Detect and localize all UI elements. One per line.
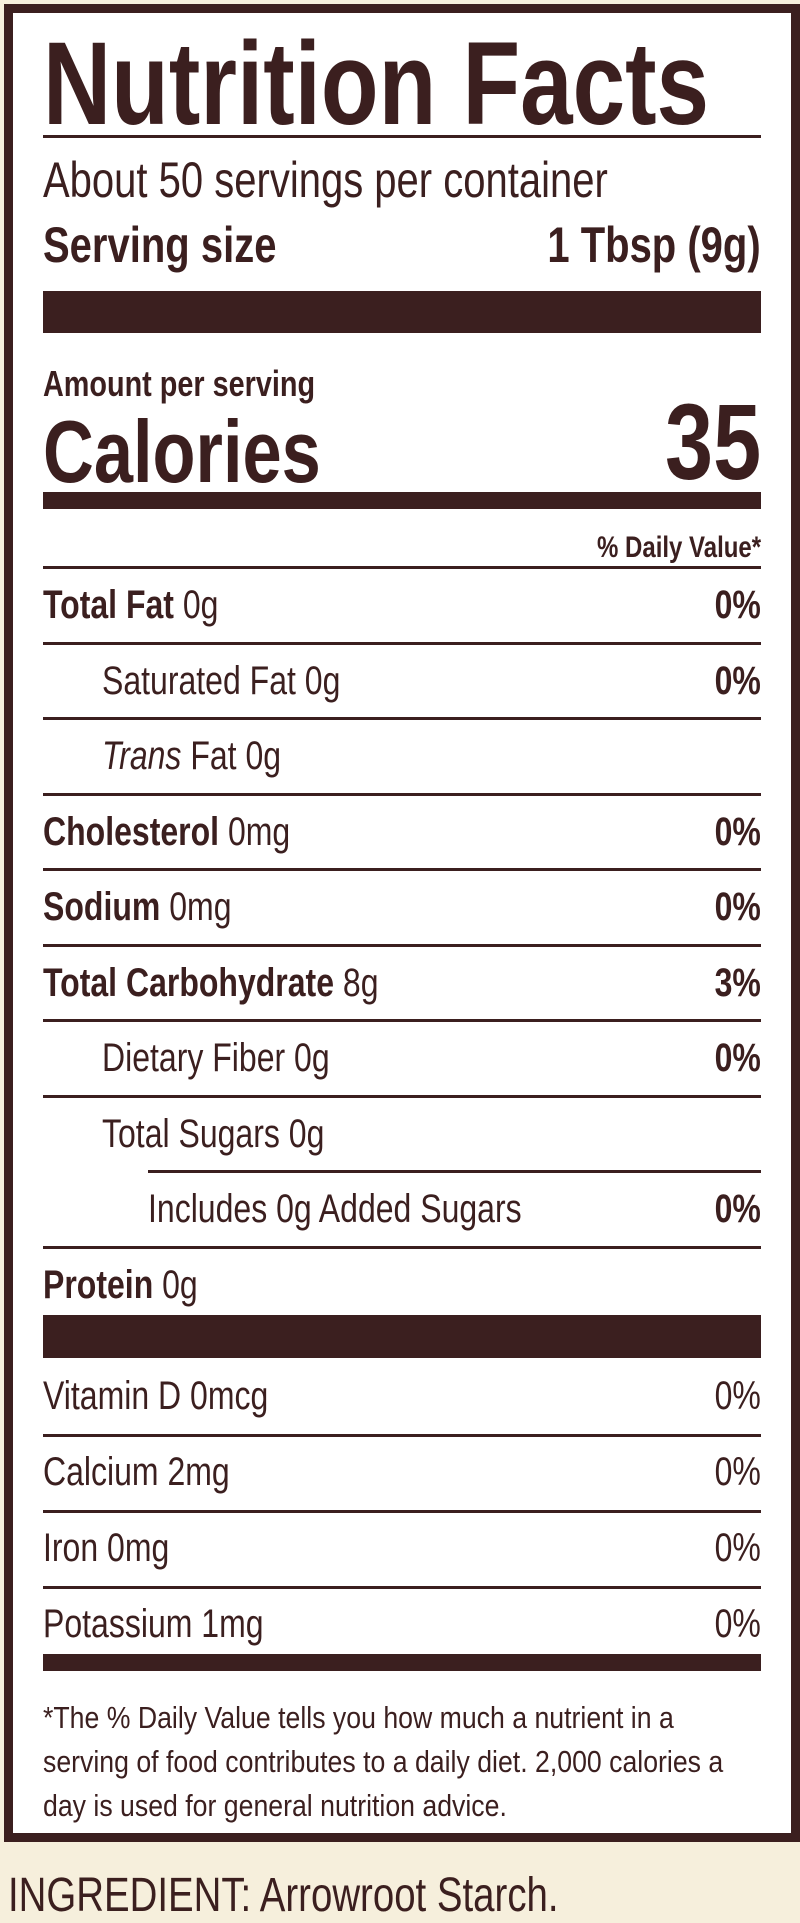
serving-size-row: Serving size 1 Tbsp (9g) [43, 216, 761, 274]
calories-row: Calories 35 [43, 388, 761, 496]
vitamin-dv: 0% [714, 1602, 761, 1646]
medium-divider [43, 492, 761, 509]
nutrition-facts-panel: Nutrition Facts About 50 servings per co… [4, 4, 800, 1842]
nutrient-row: Total Sugars 0g [43, 1097, 761, 1172]
vitamin-dv: 0% [714, 1374, 761, 1418]
nutrient-dv: 0% [714, 658, 761, 703]
nutrient-row: Protein 0g [43, 1248, 761, 1323]
nutrient-name: Sodium [43, 885, 161, 929]
amount-per-serving: Amount per serving [43, 363, 316, 404]
vitamin-name: Vitamin D 0mcg [43, 1374, 269, 1418]
divider [43, 566, 761, 569]
divider [43, 1510, 761, 1513]
divider [43, 135, 761, 138]
footnote: *The % Daily Value tells you how much a … [43, 1700, 724, 1823]
divider [43, 943, 761, 947]
serving-size-label: Serving size [43, 217, 277, 273]
nutrient-amount: 0g [162, 1262, 198, 1307]
nutrient-amount: 8g [342, 960, 379, 1005]
thick-divider [43, 291, 761, 333]
nutrient-dv: 0% [714, 809, 761, 854]
nutrient-name: Protein [43, 1262, 154, 1307]
medium-divider [43, 1654, 761, 1671]
calories-value: 35 [664, 381, 761, 502]
vitamin-row: Potassium 1mg 0% [43, 1587, 761, 1662]
panel-title: Nutrition Facts [43, 18, 710, 150]
nutrient-row: Cholesterol 0mg 0% [43, 795, 761, 870]
nutrient-dv: 0% [714, 885, 761, 929]
nutrient-row: Total Carbohydrate 8g 3% [43, 946, 761, 1021]
divider [43, 1245, 761, 1249]
nutrient-row: Sodium 0mg 0% [43, 870, 761, 945]
vitamin-dv: 0% [714, 1526, 761, 1570]
vitamin-name: Potassium 1mg [43, 1602, 264, 1646]
nutrient-name: Total Carbohydrate [43, 960, 334, 1005]
vitamin-row: Calcium 2mg 0% [43, 1435, 761, 1510]
vitamin-name: Calcium 2mg [43, 1450, 230, 1494]
divider [43, 1019, 761, 1022]
nutrient-name: Cholesterol [43, 809, 220, 854]
vitamin-dv: 0% [714, 1450, 761, 1494]
divider [43, 792, 761, 796]
nutrient-row: Includes 0g Added Sugars 0% [43, 1172, 761, 1247]
divider [43, 868, 761, 871]
thick-divider [43, 1315, 761, 1358]
vitamin-row: Vitamin D 0mcg 0% [43, 1359, 761, 1434]
divider [43, 717, 761, 720]
nutrient-row: Total Fat 0g 0% [43, 568, 761, 643]
nutrient-dv: 3% [714, 960, 761, 1005]
nutrient-name: Includes 0g Added Sugars [148, 1187, 522, 1231]
servings-per-container: About 50 servings per container [43, 152, 608, 208]
nutrient-amount: 0g [182, 583, 219, 627]
nutrient-name: Dietary Fiber 0g [102, 1036, 330, 1080]
divider [43, 1094, 761, 1098]
nutrient-name: Saturated Fat 0g [102, 658, 341, 703]
serving-size-value: 1 Tbsp (9g) [547, 217, 761, 273]
divider [43, 1586, 761, 1589]
nutrient-dv: 0% [714, 583, 761, 627]
nutrient-dv: 0% [714, 1187, 761, 1231]
nutrient-row: Trans Fat 0g [43, 719, 761, 794]
nutrient-amount: 0mg [227, 809, 291, 854]
nutrient-row: Dietary Fiber 0g 0% [43, 1021, 761, 1096]
nutrient-name-italic: Trans [102, 734, 182, 778]
nutrient-name: Total Fat [43, 583, 174, 627]
nutrient-name: Fat 0g [190, 734, 282, 778]
divider [43, 641, 761, 645]
vitamin-name: Iron 0mg [43, 1526, 170, 1570]
nutrient-name: Total Sugars 0g [102, 1111, 325, 1156]
divider [43, 1434, 761, 1437]
nutrient-amount: 0mg [169, 885, 232, 929]
divider [148, 1170, 761, 1173]
vitamin-row: Iron 0mg 0% [43, 1511, 761, 1586]
daily-value-header: % Daily Value* [596, 531, 761, 564]
calories-label: Calories [43, 402, 321, 501]
nutrient-row: Saturated Fat 0g 0% [43, 644, 761, 719]
ingredients: INGREDIENT: Arrowroot Starch. [8, 1869, 559, 1922]
nutrient-dv: 0% [714, 1036, 761, 1080]
